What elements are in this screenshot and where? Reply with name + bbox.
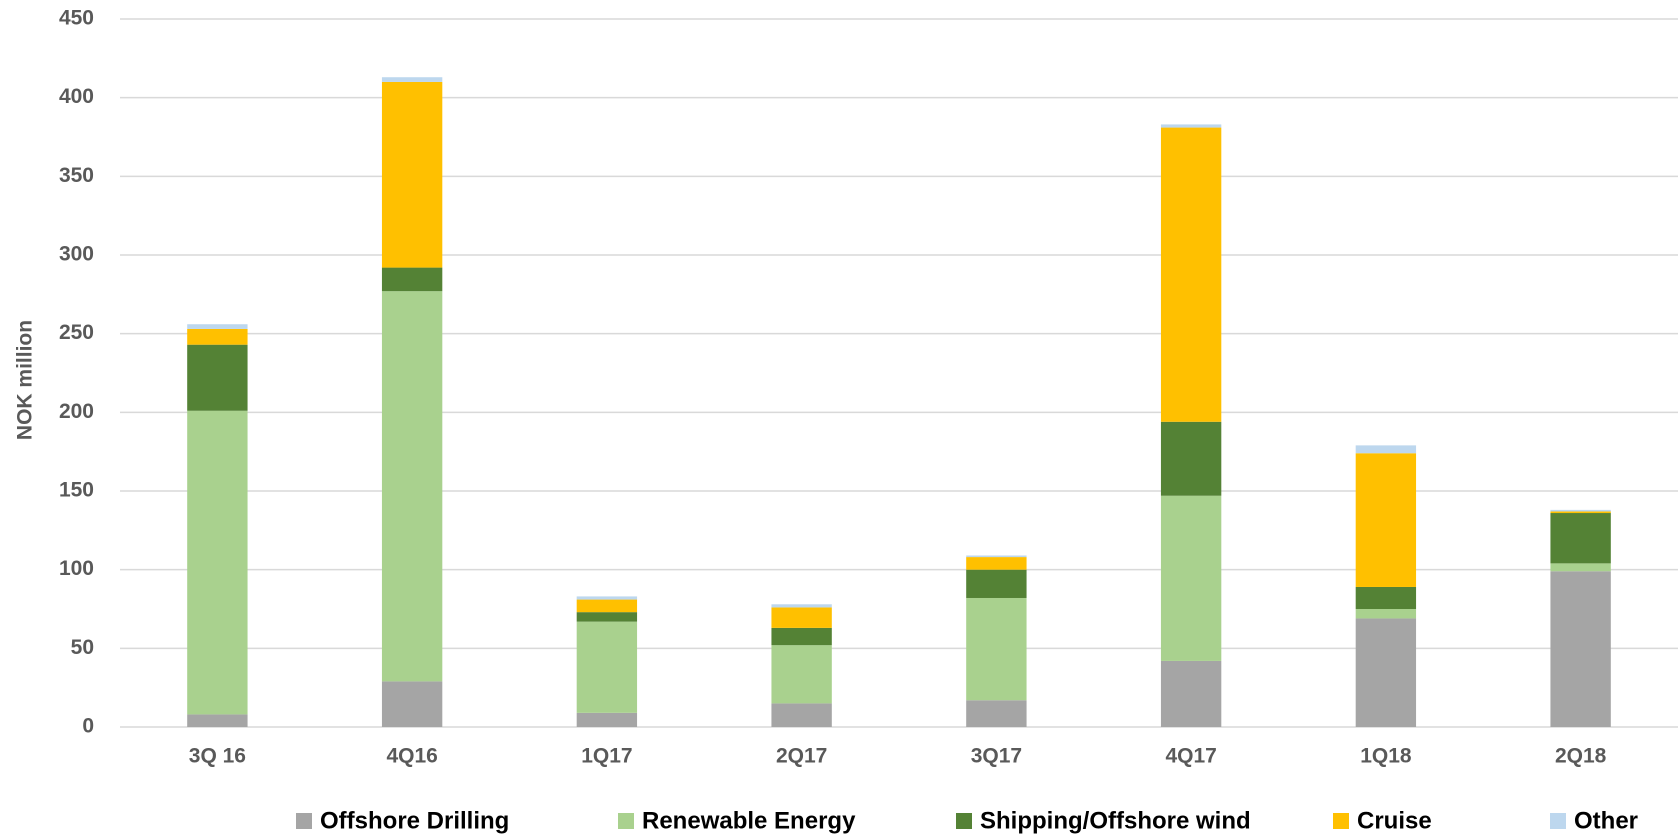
bar-segment [381,291,443,682]
bar-segment [1550,511,1611,514]
legend-swatch [296,813,312,829]
bar-segment [187,344,248,411]
bar-segment [771,607,832,628]
bar-segment [1550,571,1611,727]
x-tick-label: 4Q17 [1165,745,1216,768]
legend-label: Other [1574,807,1638,834]
bar-segment [1550,563,1611,572]
x-tick-label: 2Q17 [776,745,827,768]
y-tick-label: 200 [59,400,94,423]
legend-swatch [1550,813,1566,829]
y-tick-label: 50 [71,636,94,659]
y-tick-label: 350 [59,164,94,187]
bar-segment [771,703,832,727]
bar-segment [381,77,443,82]
y-tick-label: 0 [82,715,94,738]
y-tick-label: 400 [59,85,94,108]
legend-label: Cruise [1357,807,1432,834]
legend-label: Offshore Drilling [320,807,509,834]
legend-swatch [956,813,972,829]
bar-segment [1160,495,1222,661]
bar-segment [1160,127,1222,422]
y-tick-label: 250 [59,321,94,344]
bar-segment [1550,509,1611,512]
bar-segment [381,681,443,727]
bar-segment [1160,660,1222,727]
bar-segment [966,557,1027,570]
bar-segment [576,712,638,727]
bar-segment [966,555,1027,558]
bar-segment [1355,586,1417,609]
x-tick-label: 1Q17 [581,745,632,768]
legend-label: Renewable Energy [642,807,856,834]
bar-segment [771,645,832,704]
legend-swatch [618,813,634,829]
y-axis-label: NOK million [14,320,37,440]
bar-segment [187,410,248,715]
legend-label: Shipping/Offshore wind [980,807,1251,834]
legend-swatch [1333,813,1349,829]
x-tick-label: 2Q18 [1555,745,1607,768]
y-tick-label: 300 [59,243,94,266]
bar-segment [576,612,638,622]
bar-segment [1355,609,1417,619]
bar-segment [1355,618,1417,727]
x-tick-label: 3Q17 [971,745,1022,768]
y-tick-label: 100 [59,557,94,580]
bar-segment [187,328,248,345]
bar-segment [771,627,832,646]
x-tick-label: 4Q16 [386,745,437,768]
x-tick-label: 1Q18 [1360,745,1412,768]
bar-segment [1160,124,1222,128]
bar-segment [576,596,638,600]
bar-segment [771,604,832,608]
bar-segment [1160,421,1222,496]
y-tick-label: 450 [59,7,94,30]
bar-segment [1550,513,1611,564]
y-tick-label: 150 [59,479,94,502]
bar-segment [187,324,248,329]
bar-segment [576,621,638,713]
bar-segment [966,597,1027,701]
bar-segment [576,599,638,613]
bar-segment [1355,445,1417,454]
bar-segment [187,714,248,727]
x-tick-label: 3Q 16 [189,745,246,768]
bar-segment [966,700,1027,727]
bar-segment [381,81,443,268]
bar-segment [381,267,443,292]
bar-segment [966,569,1027,598]
bar-segment [1355,453,1417,587]
